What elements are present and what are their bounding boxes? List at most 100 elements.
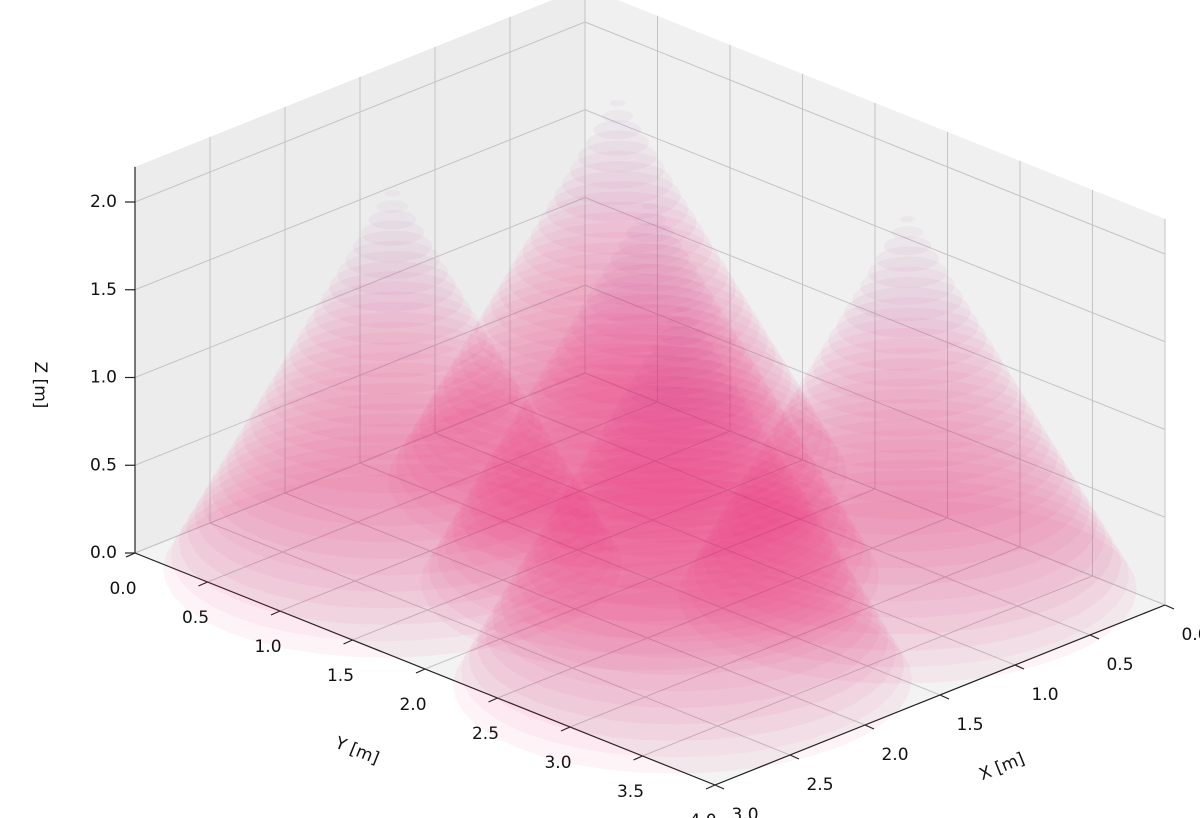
cone-slice (459, 292, 776, 420)
cone-slice (627, 366, 738, 412)
cone-slice (579, 427, 786, 511)
cone-slice (539, 335, 761, 424)
cone-slice (642, 203, 658, 210)
cone-slice (765, 388, 1050, 503)
cone-slice (281, 322, 504, 411)
x-tick-label: 3.0 (731, 805, 758, 818)
cone-slice (899, 216, 916, 223)
x-axis-label: X [m] (977, 749, 1028, 785)
cone-slice (420, 487, 880, 671)
y-tick-label: 3.0 (544, 753, 571, 773)
cone-slice (500, 529, 865, 675)
tick-mark (415, 668, 426, 674)
cone-slice (686, 490, 1129, 668)
cone-slice (476, 559, 889, 725)
z-tick-label: 2.0 (90, 192, 117, 212)
cone-slice (570, 294, 730, 358)
cone-slice (444, 456, 856, 622)
cone-slice (468, 426, 832, 572)
cone-slice (289, 311, 496, 395)
cone-slice (717, 449, 1098, 602)
cone-slice (852, 276, 963, 322)
cone-slice (384, 190, 401, 197)
grid-line (352, 459, 803, 641)
cone-slice (642, 346, 723, 379)
y-axis-line (134, 552, 716, 786)
cone-slice (674, 306, 691, 313)
cone-slice (273, 332, 512, 428)
cone-slice (540, 478, 825, 593)
cone-slice (491, 395, 809, 523)
tick-mark (633, 755, 643, 761)
cone-slice (555, 314, 745, 391)
y-tick-label: 2.0 (399, 695, 426, 715)
cone-slice (171, 464, 614, 642)
x-axis-line (714, 604, 1166, 786)
cone-slice (321, 271, 464, 329)
light-cone (163, 190, 622, 658)
cone-slice (741, 419, 1074, 552)
cone-slice (523, 355, 777, 457)
cone-slice (467, 282, 768, 403)
cone-slice (609, 100, 626, 107)
cone-slice (860, 266, 955, 305)
cone-slice (836, 297, 979, 355)
cone-slice (265, 342, 520, 444)
cone-slice (601, 110, 634, 123)
cone-slice (396, 374, 839, 552)
cone-slice (186, 443, 599, 609)
cone-slice (804, 337, 1011, 421)
cone-slice (548, 468, 817, 576)
cone-slice (796, 348, 1019, 437)
cone-slice (436, 466, 864, 638)
cone-slice (163, 474, 622, 658)
cone-slice (178, 453, 607, 625)
cone-slice (492, 539, 873, 692)
cone-slice (352, 230, 433, 263)
cone-slice (635, 356, 730, 395)
y-axis-label: Y [m] (331, 733, 382, 769)
grid-line (279, 430, 731, 612)
cone-slice (297, 301, 488, 378)
cone-slice (305, 291, 480, 362)
cone-slice (658, 326, 707, 346)
cone-slice (532, 488, 833, 609)
cone-slice (562, 160, 673, 206)
z-tick-label: 1.5 (90, 280, 117, 300)
grid-line (497, 517, 948, 699)
cone-slice (650, 336, 715, 362)
grid-line (584, 109, 1166, 343)
tick-mark (343, 639, 353, 645)
grid-line (569, 546, 1021, 728)
cone-slice (522, 211, 713, 288)
cone-slice (554, 171, 681, 222)
grid-line (584, 197, 1166, 430)
cone-slice (709, 459, 1106, 618)
cone-slice (453, 590, 912, 774)
cone-slice (611, 387, 754, 445)
cone-slice (595, 407, 770, 478)
grid-line (134, 21, 586, 203)
x-tick-label: 0.0 (1181, 625, 1200, 645)
light-cone (678, 216, 1137, 684)
cone-slice (773, 378, 1042, 486)
cone-slice (498, 242, 737, 338)
cone-slice (524, 498, 841, 626)
cone-slice (634, 213, 666, 226)
z-tick-label: 1.0 (90, 368, 117, 388)
grid-line (207, 401, 658, 583)
cone-slice (547, 324, 753, 408)
cone-slice (258, 352, 527, 460)
cone-slice (593, 120, 642, 140)
cone-slice (563, 448, 802, 544)
tick-mark (488, 697, 498, 703)
cone-slice (475, 416, 825, 556)
cone-slice (468, 569, 897, 741)
cone-slice (701, 469, 1114, 635)
grid-line (584, 372, 1166, 606)
cone-slice (678, 500, 1137, 684)
cone-slice (585, 130, 650, 156)
tick-mark (864, 724, 875, 730)
cone-slice (376, 200, 409, 213)
cone-slice (666, 316, 699, 329)
